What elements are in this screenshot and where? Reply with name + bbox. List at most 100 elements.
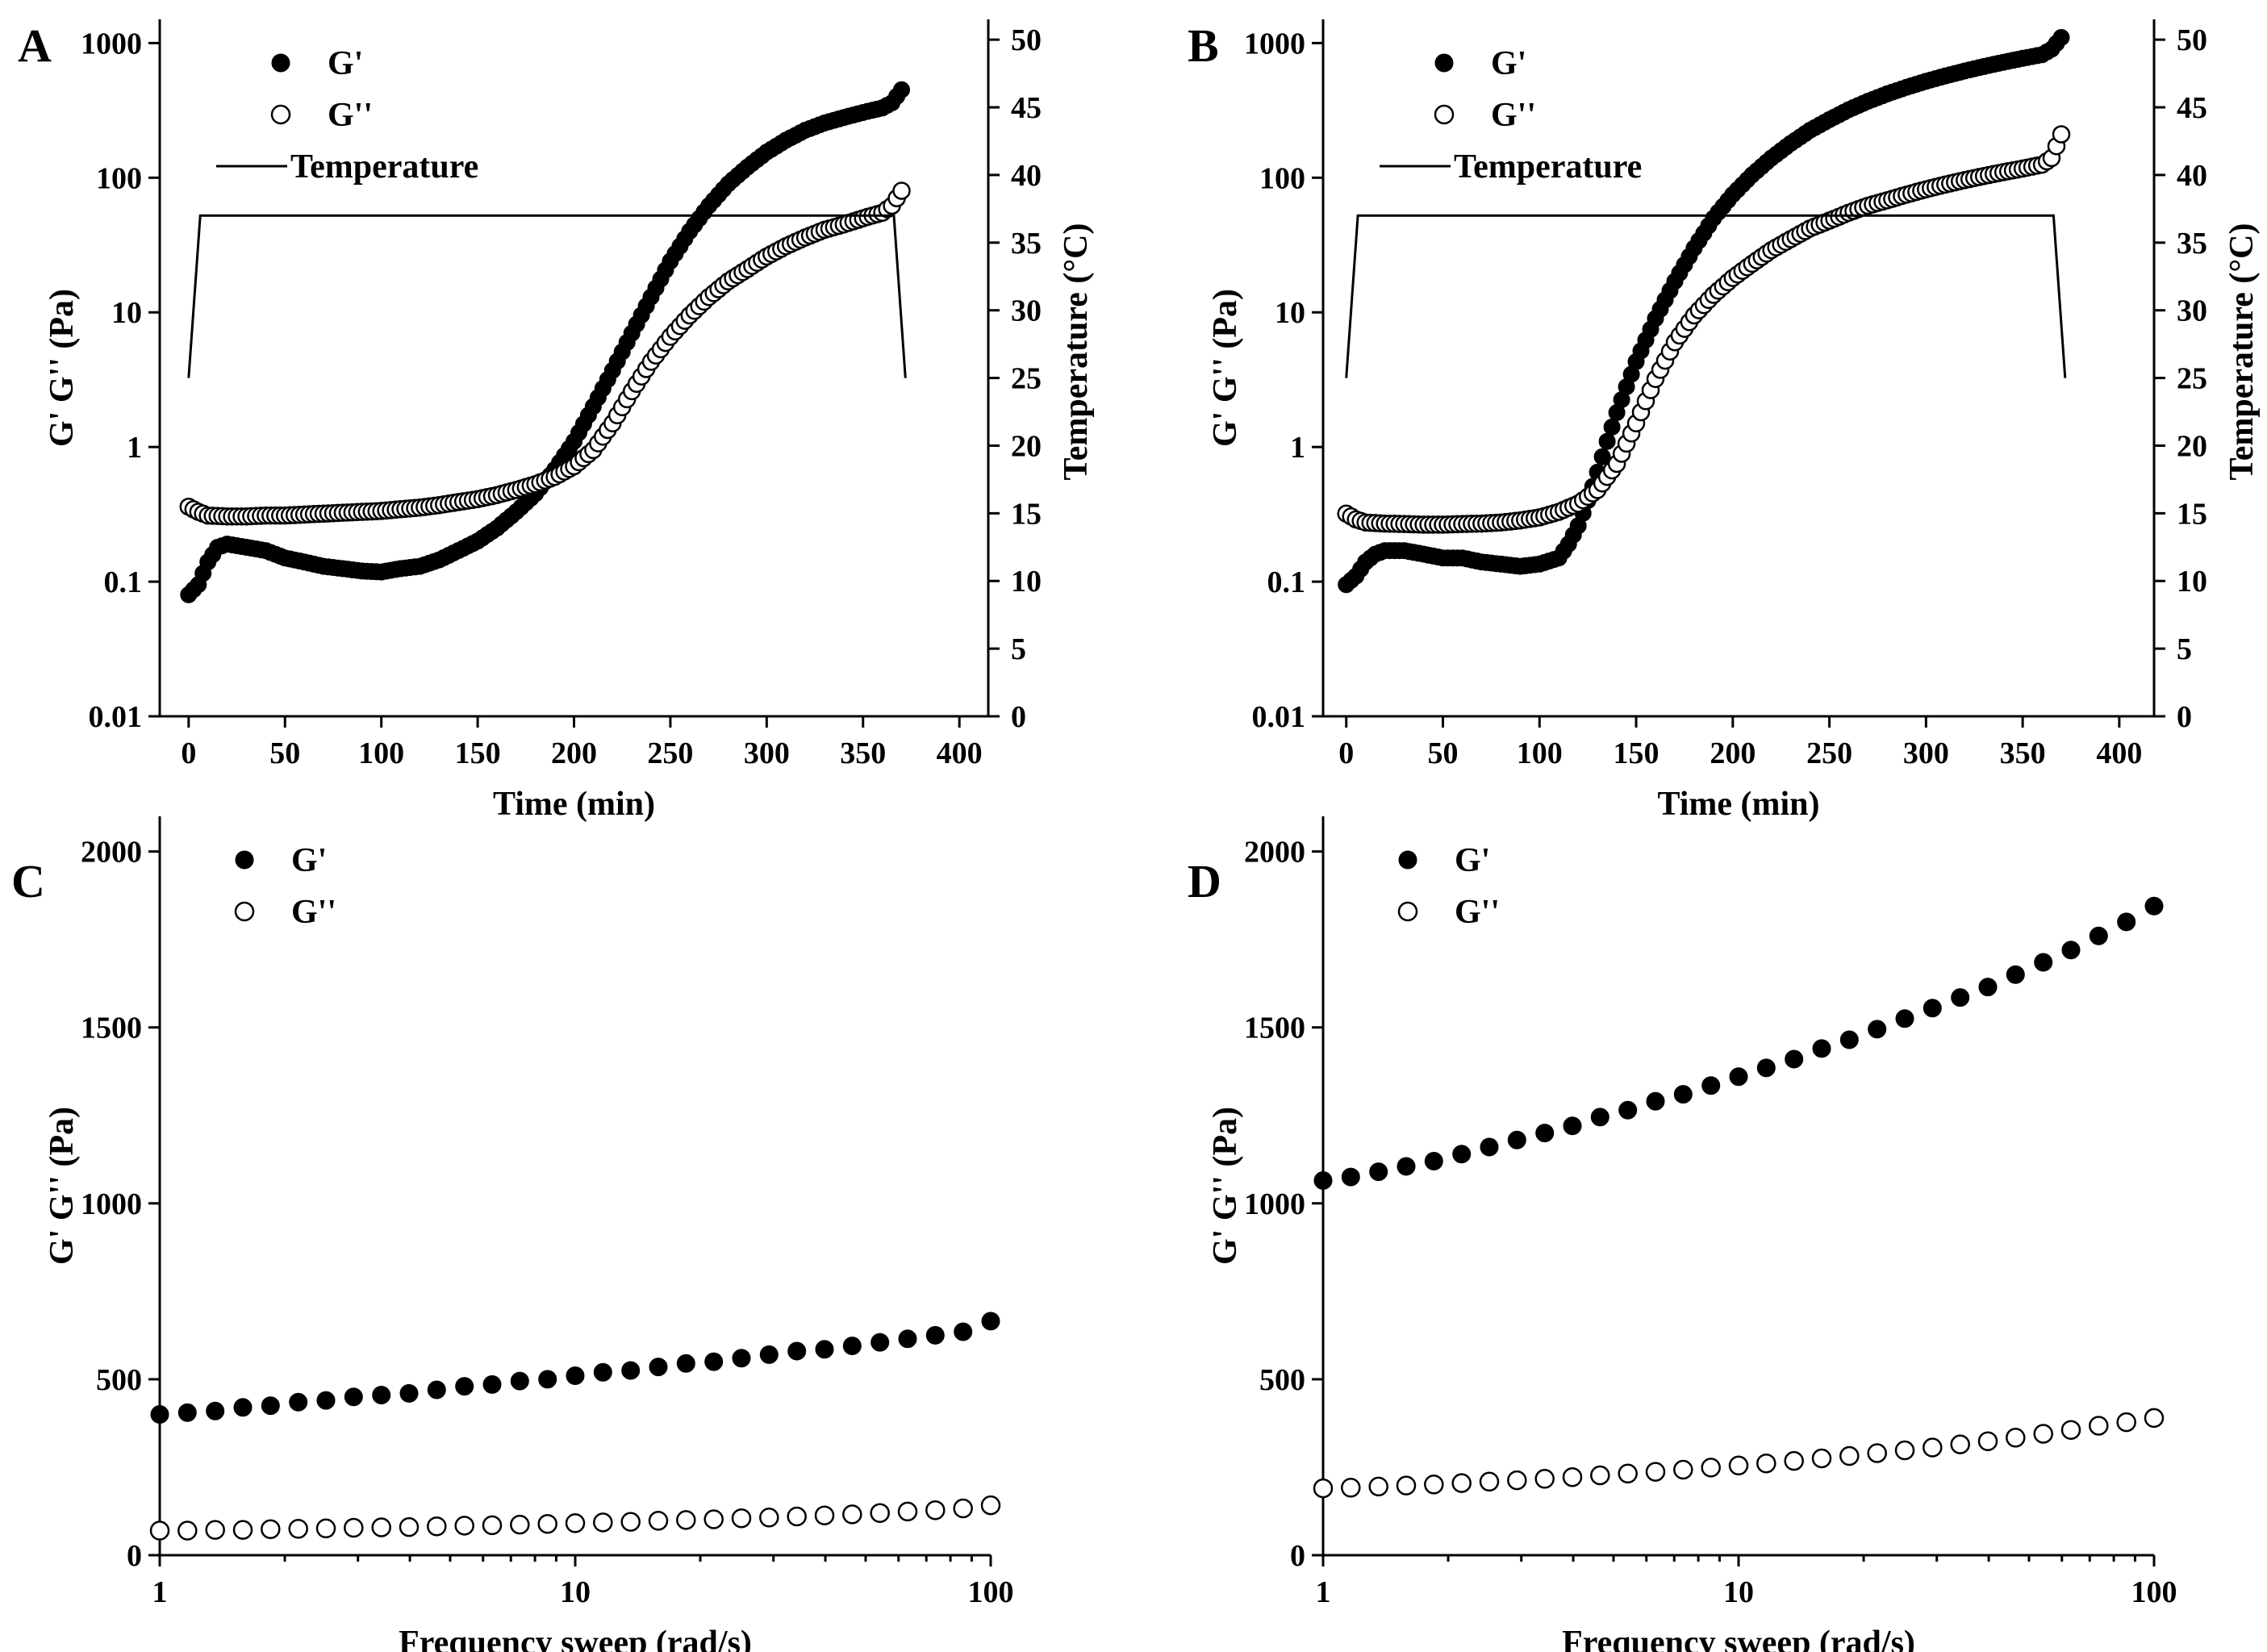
- y-axis-title: G' G'' (Pa): [44, 289, 81, 447]
- x-tick-label: 10: [560, 1575, 591, 1609]
- g-double-prime-point: [2052, 125, 2071, 144]
- y-tick-label: 0.01: [89, 700, 143, 734]
- y-tick-label: 1: [1290, 431, 1305, 465]
- panel-a: A 0 50 100 150 200 250 300 350 4000.010.11101001…: [18, 19, 1095, 823]
- g-double-prime-point: [1341, 1478, 1361, 1498]
- y-right-axis-title: Temperature (°C): [1058, 223, 1095, 481]
- x-tick-label: 1: [152, 1575, 168, 1609]
- y-right-tick-label: 40: [1011, 159, 1042, 193]
- g-prime-point: [2052, 29, 2070, 46]
- g-double-prime-point: [315, 1518, 336, 1539]
- g-prime-point: [2089, 926, 2108, 945]
- g-double-prime-point: [2144, 1408, 2165, 1429]
- g-prime-point: [621, 1361, 641, 1380]
- g-prime-point: [732, 1349, 751, 1368]
- g-double-prime-point: [1867, 1443, 1887, 1463]
- x-tick-label: 400: [2096, 736, 2142, 770]
- x-tick-label: 300: [1903, 736, 1949, 770]
- g-double-prime-point: [1507, 1470, 1527, 1491]
- series-g-prime: [150, 1312, 1000, 1424]
- y-right-tick-label: 5: [1011, 632, 1026, 666]
- legend-marker-open: [1397, 901, 1418, 922]
- temperature-line: [1345, 214, 2067, 378]
- legend-label: G': [328, 45, 363, 82]
- g-prime-point: [482, 1375, 502, 1394]
- x-axis-title: Frequency sweep (rad/s): [1562, 1625, 1915, 1652]
- y-right-tick-label: 40: [2177, 159, 2207, 193]
- g-prime-point: [759, 1345, 779, 1364]
- legend-marker-filled: [271, 53, 290, 73]
- g-double-prime-point: [149, 1521, 170, 1541]
- g-prime-point: [1868, 1020, 1887, 1039]
- legend: G' G'' Temperature: [1380, 45, 1642, 186]
- y-right-tick-label: 15: [2177, 497, 2207, 531]
- g-prime-point: [2144, 896, 2164, 916]
- y-tick-label: 0.1: [104, 565, 143, 599]
- panel-label: A: [18, 19, 52, 72]
- g-prime-point: [177, 1403, 197, 1422]
- y-right-tick-label: 45: [2177, 91, 2207, 125]
- g-double-prime-point: [288, 1519, 308, 1539]
- y-axis-title: G' G'' (Pa): [1207, 1107, 1244, 1265]
- x-tick-label: 250: [647, 736, 693, 770]
- g-prime-point: [1590, 1108, 1609, 1127]
- g-double-prime-point: [565, 1513, 586, 1533]
- g-prime-point: [1756, 1058, 1776, 1078]
- legend-label: G'': [291, 894, 336, 931]
- y-right-tick-label: 15: [1011, 497, 1042, 531]
- g-double-prime-point: [1728, 1455, 1749, 1476]
- y-right-tick-label: 20: [2177, 429, 2207, 463]
- g-double-prime-point: [1645, 1462, 1666, 1482]
- legend-marker-open: [1434, 104, 1455, 125]
- y-right-tick-label: 10: [1011, 565, 1042, 599]
- g-double-prime-point: [1977, 1431, 1998, 1451]
- legend-label: Temperature: [1454, 148, 1642, 186]
- g-prime-point: [1452, 1145, 1472, 1164]
- g-prime-point: [261, 1396, 280, 1416]
- g-double-prime-point: [593, 1512, 613, 1533]
- g-prime-point: [510, 1371, 529, 1391]
- g-prime-point: [1923, 999, 1942, 1018]
- g-double-prime-point: [2089, 1416, 2109, 1436]
- g-double-prime-point: [1923, 1437, 1943, 1458]
- y-tick-label: 1000: [81, 27, 142, 60]
- g-prime-point: [2006, 965, 2025, 984]
- x-tick-label: 100: [358, 736, 404, 770]
- g-prime-point: [676, 1354, 695, 1373]
- legend-label: G'': [328, 97, 373, 134]
- g-prime-point: [1563, 1116, 1582, 1136]
- g-prime-point: [870, 1333, 890, 1352]
- legend-label: Temperature: [290, 148, 478, 186]
- series-g-prime: [180, 81, 910, 603]
- g-double-prime-point: [454, 1516, 474, 1536]
- g-double-prime-point: [759, 1508, 779, 1528]
- y-tick-label: 500: [96, 1363, 142, 1397]
- g-double-prime-point: [1839, 1446, 1860, 1466]
- g-prime-point: [925, 1325, 945, 1345]
- x-tick-label: 250: [1806, 736, 1852, 770]
- g-prime-point: [815, 1340, 834, 1359]
- x-axis-title: Time (min): [1657, 786, 1819, 823]
- g-prime-point: [233, 1398, 253, 1417]
- g-prime-point: [1618, 1100, 1638, 1120]
- y-tick-label: 2000: [81, 836, 142, 870]
- y-right-tick-label: 50: [1011, 23, 1042, 57]
- g-prime-point: [1812, 1039, 1831, 1058]
- y-right-axis-title: Temperature (°C): [2223, 223, 2261, 481]
- g-prime-point: [538, 1370, 557, 1389]
- y-right-tick-label: 35: [1011, 227, 1042, 261]
- y-axis-title: G' G'' (Pa): [1207, 289, 1244, 447]
- y-right-tick-label: 5: [2177, 632, 2192, 666]
- g-double-prime-point: [703, 1509, 724, 1529]
- g-double-prime-point: [676, 1510, 696, 1530]
- g-prime-point: [898, 1329, 917, 1349]
- g-double-prime-point: [1479, 1471, 1500, 1492]
- panel-label: D: [1188, 855, 1221, 907]
- g-prime-point: [893, 81, 910, 98]
- x-tick-label: 400: [937, 736, 983, 770]
- g-double-prime-point: [482, 1515, 503, 1536]
- series-g-double-prime: [1313, 1408, 2165, 1499]
- legend: G' G'': [234, 842, 336, 931]
- g-prime-point: [455, 1377, 474, 1396]
